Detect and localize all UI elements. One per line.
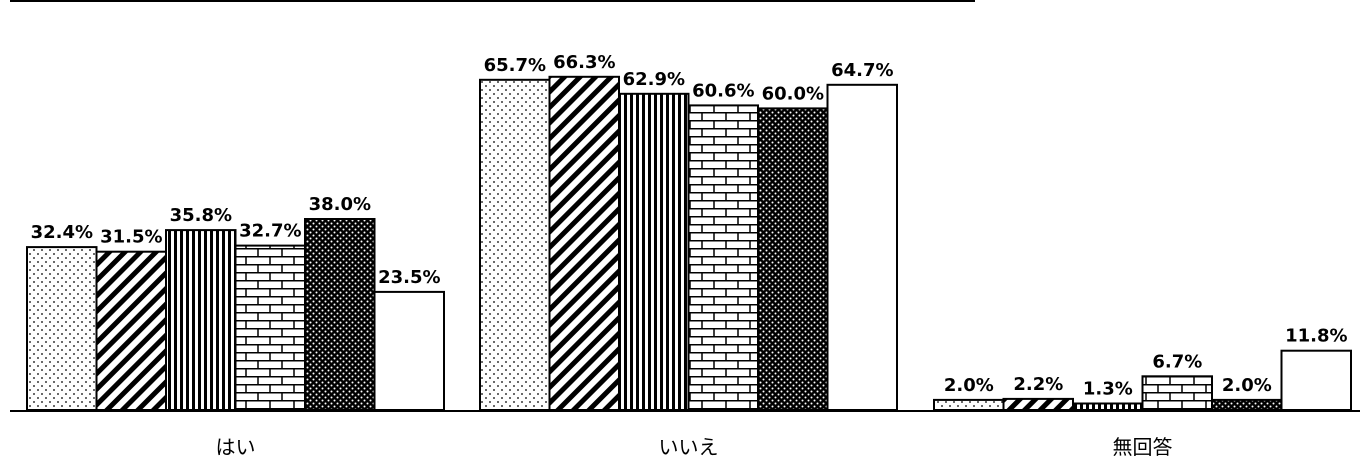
value-label-1-1: 66.3%: [553, 52, 615, 73]
bar-0-3: [234, 244, 306, 411]
category-labels-group: はい いいえ 無回答: [216, 435, 1173, 459]
bar-1-4: [757, 107, 829, 412]
value-label-2-3: 6.7%: [1152, 351, 1202, 372]
value-label-2-4: 2.0%: [1222, 375, 1272, 396]
bar-0-0: [26, 246, 98, 411]
bar-1-0: [479, 78, 551, 412]
value-label-0-4: 38.0%: [309, 194, 371, 215]
value-labels-group: 32.4% 31.5% 35.8% 32.7% 38.0% 23.5% 65.7% 66.3%…: [31, 52, 1348, 400]
value-label-0-2: 35.8%: [170, 205, 232, 226]
value-label-1-0: 65.7%: [484, 55, 546, 76]
value-label-2-2: 1.3%: [1083, 379, 1133, 400]
value-label-0-3: 32.7%: [239, 221, 301, 242]
bar-2-5: [1280, 349, 1352, 412]
bar-0-5: [373, 290, 445, 411]
category-label-2: 無回答: [1113, 435, 1173, 459]
value-label-2-5: 11.8%: [1285, 326, 1347, 347]
value-label-0-5: 23.5%: [378, 267, 440, 288]
category-label-0: はい: [216, 435, 256, 459]
value-label-1-4: 60.0%: [762, 83, 824, 104]
bar-0-1: [95, 250, 167, 411]
value-label-2-1: 2.2%: [1013, 374, 1063, 395]
value-label-0-0: 32.4%: [31, 222, 93, 243]
value-label-1-2: 62.9%: [623, 69, 685, 90]
bar-1-2: [618, 92, 690, 412]
bar-2-2: [1072, 402, 1144, 411]
bar-2-4: [1211, 398, 1283, 411]
bar-1-5: [826, 83, 898, 412]
bar-2-1: [1002, 397, 1074, 411]
value-label-1-3: 60.6%: [692, 80, 754, 101]
category-label-1: いいえ: [659, 435, 719, 459]
value-label-1-5: 64.7%: [831, 60, 893, 81]
bar-2-3: [1141, 375, 1213, 411]
value-label-0-1: 31.5%: [100, 227, 162, 248]
bar-1-1: [548, 75, 620, 412]
bar-0-4: [304, 218, 376, 411]
bar-1-3: [687, 104, 759, 412]
bars-group: [26, 75, 1352, 412]
bar-0-2: [165, 229, 237, 411]
value-label-2-0: 2.0%: [944, 375, 994, 396]
bar-2-0: [933, 398, 1005, 411]
